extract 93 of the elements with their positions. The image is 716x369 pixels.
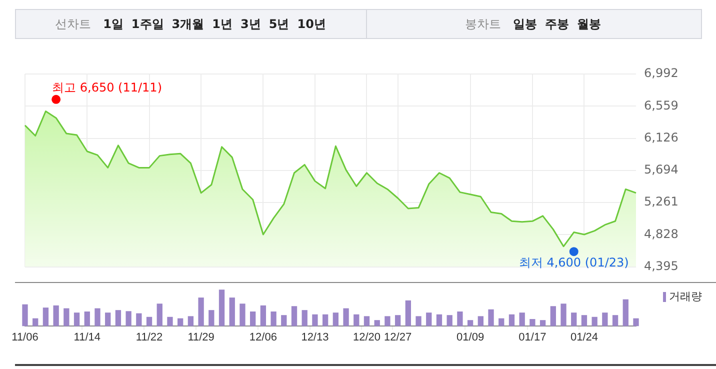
bar (250, 312, 256, 326)
y-tick-label: 5,694 (644, 162, 678, 176)
x-tick-label: 01/24 (570, 331, 598, 344)
annotation: 최저 4,600 (01/23) (518, 256, 629, 270)
bar (416, 316, 422, 326)
bar (22, 304, 28, 326)
bar (394, 315, 401, 326)
bar (74, 312, 80, 326)
bar (508, 314, 515, 326)
bar (384, 316, 390, 326)
bar (364, 316, 370, 326)
bar (270, 312, 276, 326)
bar (592, 316, 598, 326)
text: 1일 (103, 16, 124, 32)
bar (322, 314, 328, 326)
x-tick-label: 12/06 (249, 331, 277, 344)
bar (581, 315, 588, 326)
text: 선차트 (55, 16, 92, 32)
bar (560, 304, 566, 326)
bar (188, 316, 194, 326)
bar (198, 298, 204, 326)
text: 월봉 (577, 16, 601, 32)
bar (32, 318, 38, 326)
legend-label: 거래량 (669, 289, 702, 304)
bar (156, 304, 162, 326)
bar (84, 312, 90, 326)
bar (374, 320, 380, 326)
bar (53, 305, 59, 326)
text: 10년 (297, 16, 326, 32)
bar (571, 312, 577, 326)
bar (530, 319, 536, 326)
bar (426, 312, 432, 326)
text: 3년 (240, 16, 261, 32)
text: 1주일 (131, 16, 164, 32)
bar (622, 299, 628, 326)
bar (488, 309, 494, 326)
bar (178, 318, 184, 326)
x-tick-label: 11/14 (74, 331, 100, 344)
x-tick-label: 12/20 (352, 331, 381, 344)
bar (446, 315, 452, 326)
bar (405, 300, 411, 326)
bar (260, 305, 266, 326)
bar (105, 312, 111, 326)
y-tick-label: 6,126 (644, 130, 678, 144)
bar (291, 306, 298, 326)
x-tick-label: 01/09 (456, 331, 484, 344)
x-tick-label: 11/22 (136, 331, 163, 344)
bar (540, 320, 546, 326)
bar (478, 316, 484, 326)
y-tick-label: 5,261 (644, 194, 678, 209)
x-tick-label: 12/13 (301, 331, 329, 344)
x-tick-label: 01/17 (518, 331, 546, 344)
text: 1년 (212, 16, 232, 32)
y-tick-label: 4,828 (644, 226, 678, 241)
bar (302, 310, 308, 326)
bar (519, 312, 525, 326)
bar (467, 320, 474, 326)
bar (436, 314, 442, 326)
bar (126, 311, 132, 326)
bar (354, 314, 360, 326)
bar (218, 290, 225, 326)
y-tick-label: 6,559 (644, 98, 678, 112)
y-tick-label: 6,992 (644, 66, 678, 80)
x-tick-label: 11/29 (188, 331, 214, 344)
bar (42, 308, 49, 326)
text: 5년 (268, 16, 290, 32)
bar (240, 304, 246, 326)
x-tick-label: 12/27 (384, 331, 412, 344)
bar (136, 313, 142, 326)
text: 봉차트 (465, 16, 501, 32)
bar (633, 318, 639, 326)
text: 일봉 (513, 16, 537, 32)
bar (208, 310, 214, 326)
bar (612, 315, 618, 326)
bar (312, 314, 318, 326)
bar (550, 306, 556, 326)
bar (115, 310, 122, 326)
bar (94, 308, 100, 326)
bar (332, 312, 339, 326)
bar (167, 316, 173, 326)
bar (343, 308, 349, 326)
bar (146, 316, 152, 326)
bar (602, 312, 608, 326)
annotation: 최고 6,650 (11/11) (52, 80, 162, 95)
bar (498, 318, 504, 326)
y-tick-label: 4,395 (644, 258, 678, 273)
bar (281, 315, 287, 326)
text: 주봉 (545, 16, 569, 32)
text: 3개월 (172, 16, 204, 32)
bar (229, 298, 235, 326)
x-tick-label: 11/06 (12, 331, 38, 344)
bar (457, 312, 463, 326)
bar (64, 308, 70, 326)
